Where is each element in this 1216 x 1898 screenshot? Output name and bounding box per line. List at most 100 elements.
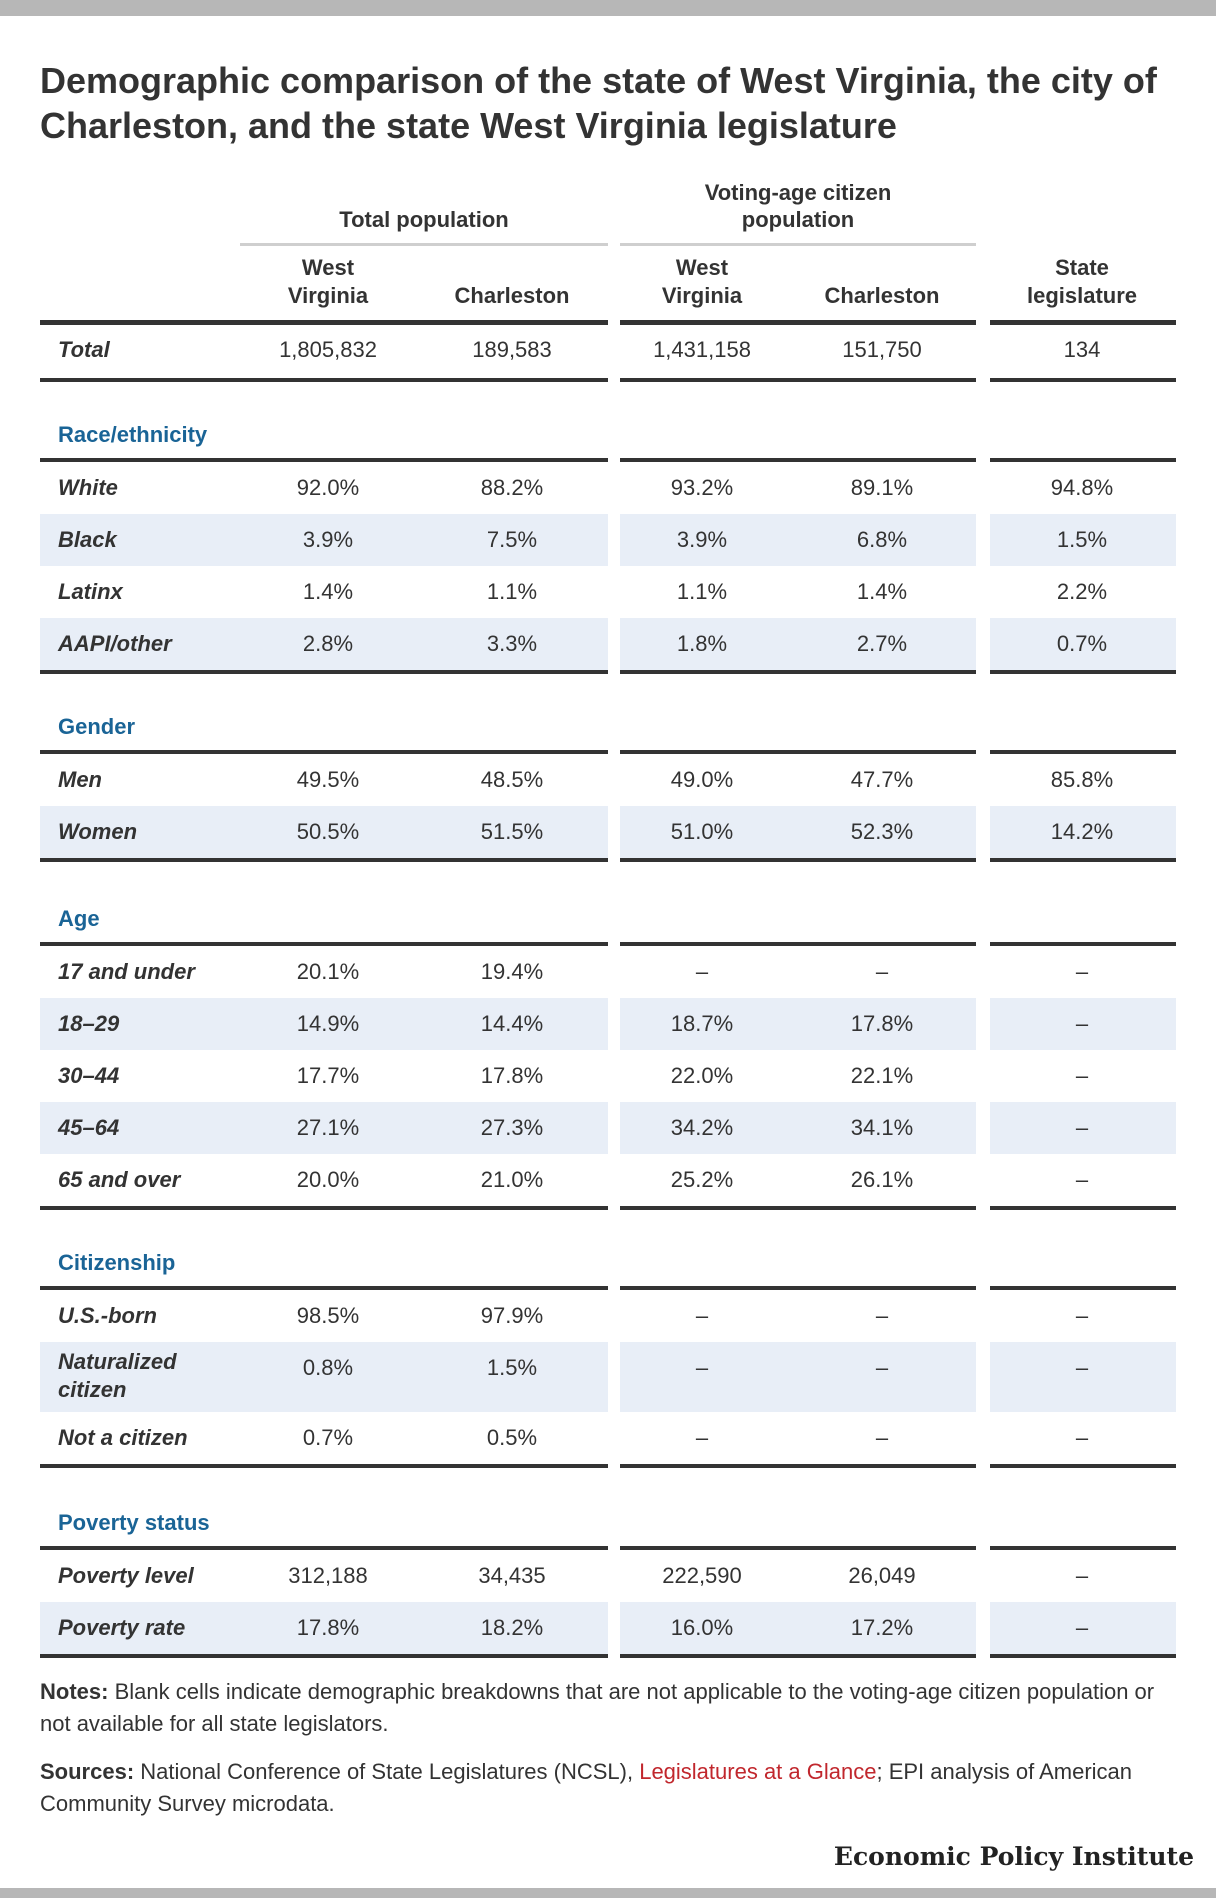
row-label: White <box>58 475 118 500</box>
table-cell: 22.1% <box>850 1063 914 1088</box>
sources-text: National Conference of State Legislature… <box>134 1759 640 1784</box>
row-band <box>620 1102 976 1154</box>
rule <box>40 1286 608 1290</box>
rule <box>990 750 1176 754</box>
row-label: 30–44 <box>58 1063 120 1088</box>
column-header: State legislature <box>992 254 1172 310</box>
row-label: 18–29 <box>58 1011 120 1036</box>
table-cell: – <box>875 1425 889 1450</box>
rule <box>620 1286 976 1290</box>
group-header-total-population: Total population <box>339 207 509 232</box>
row-band <box>40 1602 608 1654</box>
table-cell: 14.2% <box>1050 819 1114 844</box>
rule <box>40 320 608 325</box>
table-cell: – <box>1075 1425 1089 1450</box>
sources-link[interactable]: Legislatures at a Glance <box>639 1759 877 1784</box>
rule <box>40 458 608 462</box>
rule <box>620 378 976 382</box>
rule <box>40 1546 608 1550</box>
rule <box>990 1654 1176 1658</box>
rule <box>620 858 976 862</box>
row-label: 17 and under <box>58 959 195 984</box>
row-band <box>620 1342 976 1412</box>
row-band <box>620 998 976 1050</box>
row-label: Not a citizen <box>58 1425 188 1450</box>
table-cell: 1.5% <box>486 1355 538 1380</box>
table-cell: 20.1% <box>296 959 360 984</box>
row-label: AAPI/other <box>58 631 172 656</box>
column-header-line: West <box>675 255 729 280</box>
rule <box>40 1206 608 1210</box>
rule <box>620 1654 976 1658</box>
table-cell: 1,805,832 <box>279 337 377 362</box>
table-cell: 17.2% <box>850 1615 914 1640</box>
table-cell: 18.2% <box>480 1615 544 1640</box>
table-cell: 34.1% <box>850 1115 914 1140</box>
top-border <box>0 0 1216 16</box>
table-cell: 2.2% <box>1056 579 1108 604</box>
row-label: U.S.-born <box>58 1303 157 1328</box>
table-cell: 17.8% <box>296 1615 360 1640</box>
row-band <box>990 1602 1176 1654</box>
rule <box>40 378 608 382</box>
row-band <box>990 514 1176 566</box>
table-cell: 1.1% <box>486 579 538 604</box>
table-cell: 93.2% <box>670 475 734 500</box>
rule <box>990 378 1176 382</box>
table-cell: – <box>1075 1563 1089 1588</box>
table-cell: 1.4% <box>302 579 354 604</box>
column-header: Charleston <box>792 282 972 310</box>
table-cell: 14.4% <box>480 1011 544 1036</box>
table-cell: 50.5% <box>296 819 360 844</box>
table-cell: 14.9% <box>296 1011 360 1036</box>
table-cell: 0.7% <box>1056 631 1108 656</box>
table-cell: – <box>1075 1063 1089 1088</box>
rule <box>990 1464 1176 1468</box>
table-cell: 312,188 <box>288 1563 368 1588</box>
row-band <box>990 1342 1176 1412</box>
table-cell: 2.7% <box>856 631 908 656</box>
table-cell: 89.1% <box>850 475 914 500</box>
table-cell: 47.7% <box>850 767 914 792</box>
table-cell: 6.8% <box>856 527 908 552</box>
table-cell: 3.3% <box>486 631 538 656</box>
column-header: West Virginia <box>238 254 418 310</box>
table-cell: 21.0% <box>480 1167 544 1192</box>
row-label: Women <box>58 819 138 844</box>
notes-label: Notes: <box>40 1679 109 1704</box>
table-cell: 3.9% <box>302 527 354 552</box>
table-cell: 189,583 <box>472 337 552 362</box>
table-cell: – <box>875 959 889 984</box>
rule <box>990 320 1176 325</box>
table-cell: 48.5% <box>480 767 544 792</box>
rule <box>40 670 608 674</box>
row-label: Poverty level <box>58 1563 194 1588</box>
row-band <box>40 514 608 566</box>
table-cell: 27.1% <box>296 1115 360 1140</box>
section-heading: Race/ethnicity <box>58 422 208 447</box>
column-header-line: Charleston <box>454 283 570 308</box>
rule <box>990 1546 1176 1550</box>
group-underline <box>620 243 976 246</box>
table-cell: 51.0% <box>670 819 734 844</box>
table-cell: 85.8% <box>1050 767 1114 792</box>
rule <box>40 1654 608 1658</box>
rule <box>620 458 976 462</box>
row-band <box>990 806 1176 858</box>
group-header-voting-age: Voting-age citizen population <box>704 180 892 232</box>
table-cell: 0.5% <box>486 1425 538 1450</box>
column-header: West Virginia <box>612 254 792 310</box>
sources-label: Sources: <box>40 1759 135 1784</box>
chart-title: Demographic comparison of the state of W… <box>40 60 1157 146</box>
row-label: Men <box>58 767 102 792</box>
table-cell: 17.8% <box>850 1011 914 1036</box>
row-label: Naturalized citizen <box>58 1349 177 1402</box>
table-cell: 22.0% <box>670 1063 734 1088</box>
table-cell: 134 <box>1063 337 1101 362</box>
row-label: 45–64 <box>58 1115 120 1140</box>
table-cell: 88.2% <box>480 475 544 500</box>
row-band <box>990 1102 1176 1154</box>
row-label: Poverty rate <box>58 1615 186 1640</box>
table-cell: – <box>695 959 709 984</box>
rule <box>990 1286 1176 1290</box>
